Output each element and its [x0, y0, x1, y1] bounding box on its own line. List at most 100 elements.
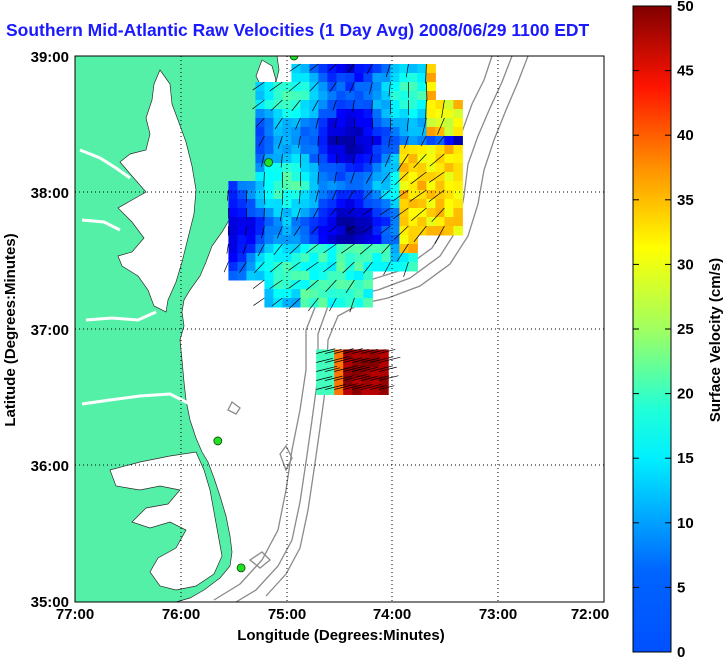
velocity-cell [309, 271, 319, 281]
velocity-cell [453, 118, 463, 128]
velocity-cell [408, 118, 418, 128]
velocity-cell [309, 109, 319, 119]
colorbar-tick-label: 10 [677, 515, 694, 532]
velocity-cell [399, 181, 409, 191]
chart-title: Southern Mid-Atlantic Raw Velocities (1 … [6, 20, 590, 40]
velocity-cell [444, 127, 454, 137]
velocity-cell [291, 181, 301, 191]
velocity-cell [381, 109, 391, 119]
velocity-arrow [353, 153, 355, 165]
velocity-cell [291, 91, 301, 101]
velocity-cell [309, 181, 319, 191]
velocity-arrow [384, 153, 391, 167]
velocity-arrow [370, 375, 390, 381]
velocity-cell [426, 82, 436, 92]
velocity-cell [372, 82, 382, 92]
y-tick-label: 35:00 [31, 594, 69, 611]
velocity-arrow [349, 297, 355, 313]
velocity-arrow [288, 279, 301, 289]
velocity-arrow [335, 117, 337, 129]
velocity-cell [334, 376, 344, 386]
velocity-cell [300, 199, 310, 209]
velocity-cell [444, 172, 454, 182]
velocity-arrow [258, 135, 265, 147]
velocity-cell [453, 208, 463, 218]
velocity-cell [336, 235, 346, 245]
velocity-cell [228, 226, 238, 236]
velocity-cell [264, 91, 274, 101]
velocity-cell [372, 208, 382, 218]
velocity-cell [309, 253, 319, 263]
colorbar-tick-label: 25 [677, 321, 694, 338]
x-axis: 77:00 76:00 75:00 74:00 73:00 72:00 Long… [56, 606, 609, 644]
velocity-cell [291, 136, 301, 146]
velocity-cell [334, 385, 344, 395]
sound-area [109, 451, 223, 591]
velocity-cell [291, 190, 301, 200]
velocity-cell [291, 226, 301, 236]
velocity-cell [399, 199, 409, 209]
velocity-cell [435, 199, 445, 209]
velocity-arrow [420, 135, 427, 147]
velocity-cell [417, 217, 427, 227]
velocity-cell [354, 136, 364, 146]
velocity-cell [408, 109, 418, 119]
velocity-cell [318, 73, 328, 83]
velocity-cell [300, 289, 310, 299]
velocity-cell [399, 262, 409, 272]
velocity-cell [417, 181, 427, 191]
velocity-cell [390, 136, 400, 146]
velocity-cell [408, 262, 418, 272]
x-tick-label: 77:00 [56, 606, 94, 623]
velocity-cell [300, 145, 310, 155]
velocity-arrow [347, 207, 355, 215]
velocity-cell [291, 118, 301, 128]
velocity-cell [309, 127, 319, 137]
velocity-cell [264, 109, 274, 119]
velocity-cell [399, 163, 409, 173]
velocity-arrow [334, 171, 337, 184]
velocity-cell [327, 190, 337, 200]
velocity-arrow [263, 171, 265, 187]
velocity-cell [336, 127, 346, 137]
velocity-arrow [359, 243, 373, 255]
velocity-cell [336, 118, 346, 128]
velocity-cell [291, 64, 301, 74]
velocity-cell [237, 253, 247, 263]
velocity-cell [334, 367, 344, 377]
velocity-cell [381, 235, 391, 245]
velocity-arrow [325, 356, 349, 363]
velocity-cell [291, 163, 301, 173]
velocity-arrow [428, 171, 445, 183]
velocity-cell [343, 385, 353, 395]
velocity-cell [390, 190, 400, 200]
velocity-cell [426, 226, 436, 236]
velocity-cell [300, 253, 310, 263]
velocity-cell [273, 145, 283, 155]
velocity-cell [363, 244, 373, 254]
velocity-cell [336, 100, 346, 110]
velocity-cell [444, 226, 454, 236]
velocity-cell [282, 163, 292, 173]
velocity-arrow [347, 63, 355, 73]
velocity-cell [426, 199, 436, 209]
velocity-cell [363, 91, 373, 101]
velocity-cell [327, 118, 337, 128]
velocity-cell [408, 136, 418, 146]
velocity-cell [390, 253, 400, 263]
velocity-cell [325, 376, 335, 386]
velocity-cell [390, 91, 400, 101]
velocity-arrow [392, 207, 409, 220]
velocity-arrow [342, 261, 355, 274]
velocity-cell [372, 181, 382, 191]
velocity-cell [318, 145, 328, 155]
velocity-cell [363, 298, 373, 308]
velocity-cell [381, 226, 391, 236]
velocity-cell [282, 91, 292, 101]
velocity-cell [327, 253, 337, 263]
velocity-cell [381, 136, 391, 146]
velocity-cell [363, 109, 373, 119]
velocity-cell [291, 109, 301, 119]
velocity-cell [435, 118, 445, 128]
velocity-cell [264, 235, 274, 245]
